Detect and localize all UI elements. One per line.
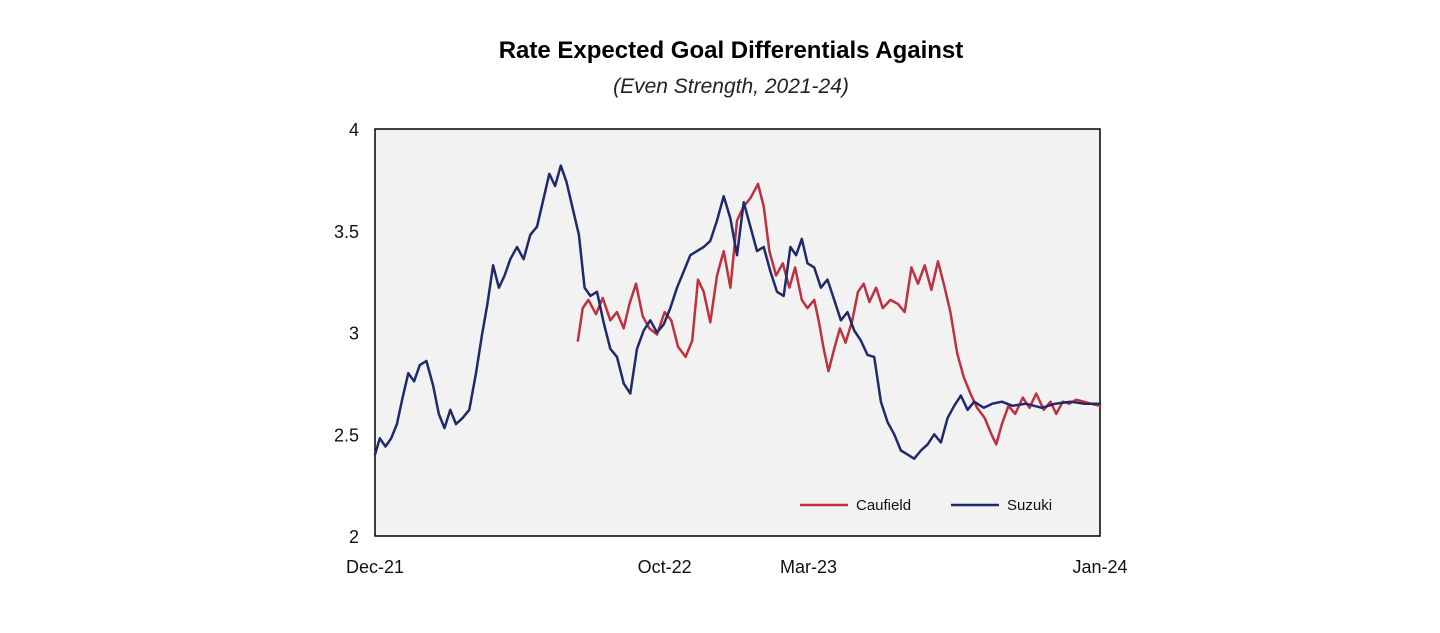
chart-title: Rate Expected Goal Differentials Against: [499, 37, 964, 64]
y-tick-label: 2: [349, 527, 359, 547]
y-tick-label: 4: [349, 120, 359, 140]
y-tick-label: 3.5: [334, 222, 359, 242]
y-axis: 2 2.5 3 3.5 4: [334, 120, 359, 547]
legend-label-caufield: Caufield: [856, 497, 911, 514]
x-axis: Dec-21 Oct-22 Mar-23 Jan-24: [346, 557, 1128, 577]
x-tick-label: Jan-24: [1072, 557, 1127, 577]
series-line-suzuki: [373, 164, 1102, 460]
y-tick-label: 2.5: [334, 425, 359, 445]
legend-label-suzuki: Suzuki: [1007, 497, 1052, 514]
x-tick-label: Mar-23: [780, 557, 837, 577]
x-tick-label: Dec-21: [346, 557, 404, 577]
x-tick-label: Oct-22: [638, 557, 692, 577]
y-tick-label: 3: [349, 324, 359, 344]
series-group: [373, 164, 1102, 460]
plot-area: [374, 128, 1101, 537]
chart-subtitle: (Even Strength, 2021-24): [613, 75, 849, 98]
legend: Caufield Suzuki: [800, 497, 1052, 514]
